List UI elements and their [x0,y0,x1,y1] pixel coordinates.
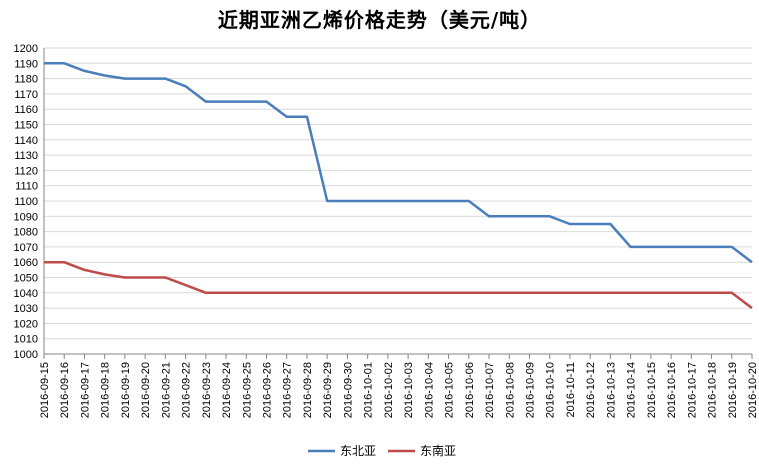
y-axis-tick-labels: 1000 1010 1020 1030 1040 1050 1060 1070 1080 1090… [14,43,38,361]
y-tick-label: 1200 [14,43,38,55]
x-tick-label: 2016-09-17 [79,362,91,418]
series-line-2 [44,260,753,310]
x-tick-label: 2016-10-10 [545,362,557,418]
y-tick-label: 1150 [14,120,38,132]
x-tick-label: 2016-10-03 [403,362,415,418]
y-tick-label: 1180 [14,74,38,86]
x-tick-label: 2016-09-23 [201,362,213,418]
y-tick-label: 1170 [14,89,38,101]
y-tick-label: 1190 [14,58,38,70]
legend-label-2: 东南亚 [420,443,456,458]
legend: 东北亚 东南亚 [308,443,456,458]
x-tick-label: 2016-09-22 [181,362,193,418]
x-tick-label: 2016-10-12 [585,362,597,418]
x-tick-label: 2016-10-14 [626,362,638,418]
y-tick-label: 1060 [14,257,38,269]
y-tick-label: 1160 [14,104,38,116]
y-tick-label: 1120 [14,165,38,177]
y-tick-label: 1130 [14,150,38,162]
y-tick-label: 1010 [14,334,38,346]
x-tick-label: 2016-10-01 [363,362,375,418]
chart-title: 近期亚洲乙烯价格走势（美元/吨） [217,8,542,32]
x-tick-label: 2016-10-16 [666,362,678,418]
series-line-1 [44,62,753,264]
x-tick-label: 2016-09-21 [160,362,172,418]
x-tick-label: 2016-09-19 [120,362,132,418]
x-tick-label: 2016-10-18 [707,362,719,418]
x-tick-label: 2016-09-30 [342,362,354,418]
y-tick-label: 1100 [14,196,38,208]
x-tick-label: 2016-09-15 [39,362,51,418]
x-tick-label: 2016-10-15 [646,362,658,418]
series-lines [44,62,753,310]
x-tick-label: 2016-10-04 [423,362,435,418]
x-tick-label: 2016-09-26 [262,362,274,418]
x-tick-label: 2016-09-18 [100,362,112,418]
x-tick-label: 2016-10-20 [747,362,759,418]
y-tick-label: 1040 [14,288,38,300]
x-tick-label: 2016-10-09 [524,362,536,418]
x-tick-label: 2016-09-24 [221,362,233,418]
x-tick-label: 2016-09-16 [59,362,71,418]
x-tick-label: 2016-10-07 [484,362,496,418]
y-tick-label: 1080 [14,227,38,239]
x-tick-label: 2016-09-28 [302,362,314,418]
y-tick-label: 1090 [14,211,38,223]
x-tick-label: 2016-09-29 [322,362,334,418]
x-tick-label: 2016-09-20 [140,362,152,418]
x-tick-label: 2016-10-11 [565,362,577,417]
y-tick-label: 1110 [15,181,38,193]
x-tick-label: 2016-09-27 [282,362,294,418]
y-tick-label: 1070 [14,242,38,254]
x-tick-label: 2016-10-17 [686,362,698,418]
y-tick-label: 1030 [14,303,38,315]
x-tick-label: 2016-09-25 [241,362,253,418]
y-tick-label: 1050 [14,273,38,285]
legend-label-1: 东北亚 [340,444,376,458]
y-tick-label: 1020 [14,318,38,330]
y-tick-label: 1140 [14,135,38,147]
x-tick-label: 2016-10-06 [464,362,476,418]
x-tick-label: 2016-10-08 [504,362,516,418]
x-tick-label: 2016-10-19 [727,362,739,418]
x-tick-label: 2016-10-02 [383,362,395,418]
y-tick-label: 1000 [14,349,38,361]
x-axis-tick-labels: 2016-09-15 2016-09-16 2016-09-17 2016-09-18… [39,362,759,418]
x-tick-label: 2016-10-13 [605,362,617,418]
axes [43,48,753,359]
x-tick-label: 2016-10-05 [444,362,456,418]
